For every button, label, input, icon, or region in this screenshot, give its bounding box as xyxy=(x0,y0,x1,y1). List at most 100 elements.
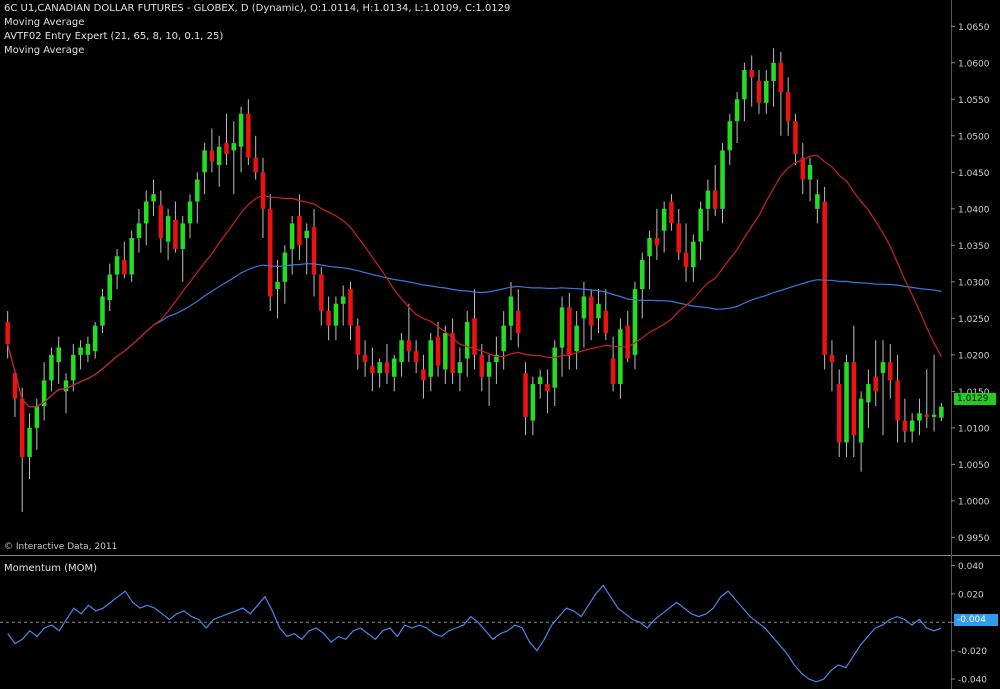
price-tick-label: 1.0150 xyxy=(958,388,990,398)
candle-body xyxy=(501,325,506,352)
candle-body xyxy=(508,296,514,326)
candle-body xyxy=(297,216,302,246)
candle-body xyxy=(180,223,185,249)
candle-body xyxy=(209,150,215,162)
candle-body xyxy=(464,321,470,359)
candle-body xyxy=(333,303,339,326)
candle-body xyxy=(574,325,579,352)
candle-body xyxy=(377,362,382,374)
candle-body xyxy=(85,343,91,355)
candle-body xyxy=(836,384,842,443)
candle-body xyxy=(734,99,740,122)
candle-body xyxy=(428,340,433,377)
candle-body xyxy=(756,81,762,103)
candle-body xyxy=(129,238,134,275)
indicator-label-ma2: Moving Average xyxy=(4,45,85,56)
candle-body xyxy=(92,325,98,352)
candle-body xyxy=(143,201,149,224)
instrument-header: 6C U1,CANADIAN DOLLAR FUTURES - GLOBEX, … xyxy=(4,3,511,14)
candle-body xyxy=(902,420,908,432)
candle-body xyxy=(34,405,40,428)
candle-body xyxy=(355,325,361,355)
candle-body xyxy=(253,157,258,173)
candle-body xyxy=(494,354,499,363)
candle-body xyxy=(858,398,864,443)
candle-body xyxy=(435,336,441,366)
candle-body xyxy=(399,340,404,363)
price-tick-label: 1.0250 xyxy=(958,315,990,325)
candle-body xyxy=(559,307,565,348)
price-tick-label: 1.0200 xyxy=(958,351,990,361)
candle-body xyxy=(771,62,776,82)
candle-body xyxy=(49,354,54,381)
candle-body xyxy=(829,354,835,363)
candle-body xyxy=(712,190,718,209)
moving-average-slow-line xyxy=(7,263,942,408)
price-tick-label: 1.0000 xyxy=(958,497,990,507)
candle-body xyxy=(165,216,171,242)
candle-body xyxy=(406,340,412,352)
candle-body xyxy=(537,376,543,385)
candle-body xyxy=(851,362,857,436)
candle-body xyxy=(267,208,273,297)
candle-body xyxy=(640,259,645,290)
price-tick-label: 1.0400 xyxy=(958,205,990,215)
indicator-label-ma1: Moving Average xyxy=(4,17,85,28)
candle-body xyxy=(822,201,827,355)
candle-body xyxy=(691,241,696,268)
candle-body xyxy=(457,362,463,374)
momentum-line xyxy=(7,584,942,683)
candle-body xyxy=(873,376,878,392)
candle-body xyxy=(384,362,390,374)
candle-body xyxy=(340,296,346,304)
candle-body xyxy=(530,384,536,421)
copyright-notice: © Interactive Data, 2011 xyxy=(4,542,118,552)
candle-body xyxy=(282,252,288,282)
candle-body xyxy=(413,351,419,363)
candle-body xyxy=(596,303,601,319)
candle-body xyxy=(683,252,689,268)
candle-body xyxy=(107,274,113,301)
candle-body xyxy=(224,143,229,155)
candle-body xyxy=(931,414,937,417)
candle-body xyxy=(895,380,900,421)
candle-body xyxy=(443,332,448,370)
candle-body xyxy=(793,121,798,155)
candle-body xyxy=(5,321,10,344)
candle-body xyxy=(348,289,353,326)
candle-body xyxy=(238,113,244,147)
candle-body xyxy=(275,281,280,290)
candle-body xyxy=(632,289,638,355)
price-tick-label: 1.0050 xyxy=(958,461,990,471)
candle-body xyxy=(304,230,309,239)
candle-body xyxy=(778,62,784,92)
candle-body xyxy=(326,311,331,326)
candle-body xyxy=(939,406,944,418)
candle-body xyxy=(202,150,207,173)
candle-body xyxy=(676,223,682,253)
candle-body xyxy=(122,259,127,275)
candle-body xyxy=(807,164,813,180)
candle-body xyxy=(588,296,594,326)
candle-body xyxy=(362,354,368,363)
price-tick-label: 1.0300 xyxy=(958,278,990,288)
candle-body xyxy=(231,143,237,151)
momentum-tick-label: -0.040 xyxy=(958,676,987,686)
candle-body xyxy=(289,223,295,249)
price-tick-label: 1.0650 xyxy=(958,23,990,33)
price-tick-label: 1.0600 xyxy=(958,59,990,69)
moving-average-fast-line xyxy=(7,154,942,408)
indicator-label-entry-expert: AVTF02 Entry Expert (21, 65, 8, 10, 0.1,… xyxy=(4,31,224,42)
momentum-tick-label: -0.020 xyxy=(958,647,987,657)
momentum-tick-label: 0.020 xyxy=(958,590,984,600)
price-tick-label: 1.0450 xyxy=(958,169,990,179)
candle-body xyxy=(78,347,83,355)
candle-body xyxy=(63,380,69,392)
candle-body xyxy=(71,354,76,381)
price-tick-label: 1.0500 xyxy=(958,132,990,142)
current-momentum-badge: -0.004 xyxy=(954,614,998,626)
candle-body xyxy=(880,362,886,374)
price-tick-label: 1.0550 xyxy=(958,96,990,106)
candle-body xyxy=(319,274,324,312)
